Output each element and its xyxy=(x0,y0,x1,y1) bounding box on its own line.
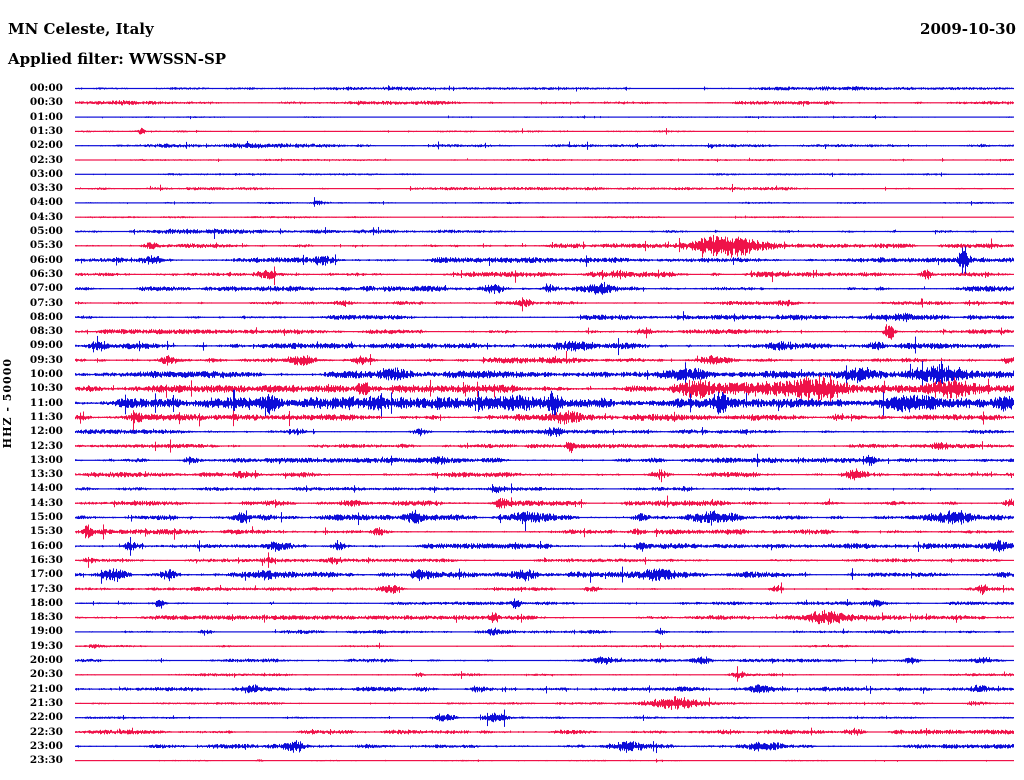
time-label-1330: 13:30 xyxy=(29,468,63,481)
time-label-0030: 00:30 xyxy=(29,96,63,109)
time-label-1830: 18:30 xyxy=(29,611,63,624)
time-label-0600: 06:00 xyxy=(29,253,63,266)
channel-scale-label: HHZ - 50000 xyxy=(1,358,14,449)
time-label-0700: 07:00 xyxy=(29,282,63,295)
time-label-0930: 09:30 xyxy=(29,353,63,366)
time-label-1130: 11:30 xyxy=(29,410,63,423)
time-label-1100: 11:00 xyxy=(29,396,63,409)
time-label-1400: 14:00 xyxy=(29,482,63,495)
time-label-2200: 22:00 xyxy=(29,711,63,724)
time-label-0830: 08:30 xyxy=(29,325,63,338)
time-label-0000: 00:00 xyxy=(29,82,63,94)
time-label-0330: 03:30 xyxy=(29,182,63,195)
time-label-0130: 01:30 xyxy=(29,124,63,137)
time-label-0400: 04:00 xyxy=(29,196,63,209)
time-label-1600: 16:00 xyxy=(29,539,63,552)
time-label-0430: 04:30 xyxy=(29,210,63,223)
filter-label: Applied filter: WWSSN-SP xyxy=(8,50,227,68)
station-title: MN Celeste, Italy xyxy=(8,20,154,38)
time-label-0230: 02:30 xyxy=(29,153,63,166)
time-label-1700: 17:00 xyxy=(29,568,63,581)
time-label-1030: 10:30 xyxy=(29,382,63,395)
time-label-1200: 12:00 xyxy=(29,425,63,438)
time-label-1630: 16:30 xyxy=(29,553,63,566)
time-label-0300: 03:00 xyxy=(29,167,63,180)
time-label-0730: 07:30 xyxy=(29,296,63,309)
time-label-1800: 18:00 xyxy=(29,596,63,609)
time-label-1930: 19:30 xyxy=(29,639,63,652)
time-label-1500: 15:00 xyxy=(29,511,63,523)
time-label-2230: 22:30 xyxy=(29,725,63,738)
time-label-1730: 17:30 xyxy=(29,582,63,595)
time-label-2100: 21:00 xyxy=(29,682,63,695)
time-label-0530: 05:30 xyxy=(29,239,63,252)
time-label-2030: 20:30 xyxy=(29,668,63,681)
time-label-2330: 23:30 xyxy=(29,754,63,767)
time-label-0900: 09:00 xyxy=(29,339,63,352)
time-label-1900: 19:00 xyxy=(29,625,63,638)
time-label-0500: 05:00 xyxy=(29,225,63,237)
time-label-2300: 23:00 xyxy=(29,739,63,752)
time-label-1000: 10:00 xyxy=(29,368,63,380)
time-label-1230: 12:30 xyxy=(29,439,63,452)
time-label-1430: 14:30 xyxy=(29,496,63,509)
time-label-1530: 15:30 xyxy=(29,525,63,538)
time-label-0200: 02:00 xyxy=(29,139,63,152)
time-label-0100: 01:00 xyxy=(29,110,63,123)
time-label-2000: 20:00 xyxy=(29,654,63,666)
date-label: 2009-10-30 xyxy=(920,20,1016,38)
time-label-2130: 21:30 xyxy=(29,696,63,709)
time-label-0630: 06:30 xyxy=(29,267,63,280)
time-label-1300: 13:00 xyxy=(29,453,63,466)
time-label-0800: 08:00 xyxy=(29,310,63,323)
